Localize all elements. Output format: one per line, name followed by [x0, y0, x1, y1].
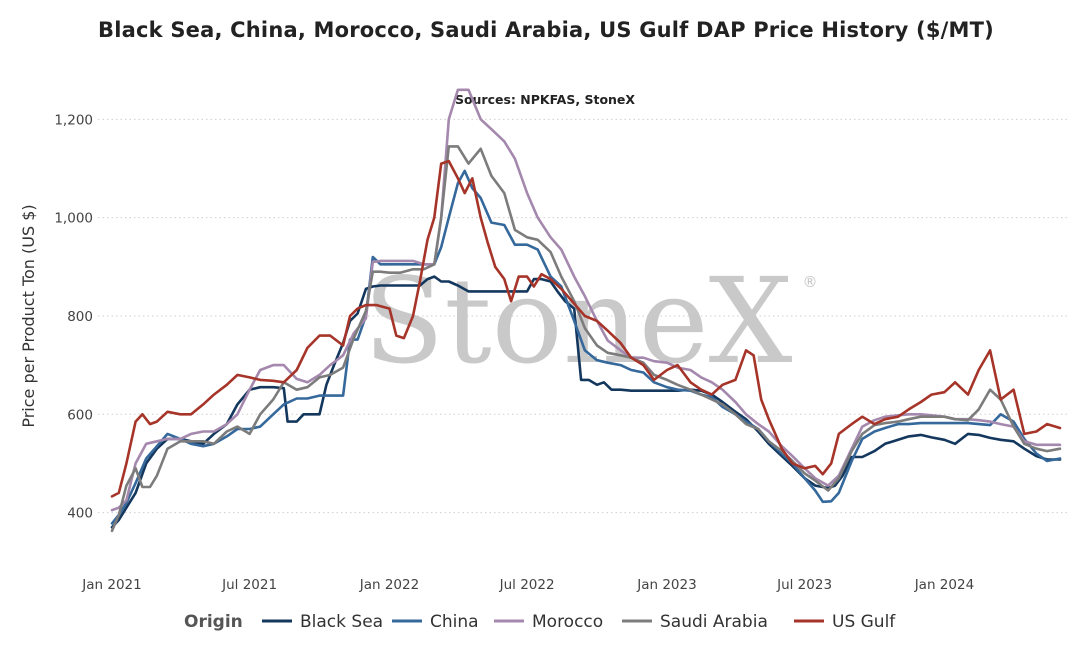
legend-label: China [430, 612, 479, 632]
x-tick-label: Jul 2022 [499, 577, 555, 593]
watermark: StoneX [363, 252, 792, 390]
watermark-registered-mark: ® [803, 273, 818, 291]
series-lines [110, 88, 1062, 533]
y-tick-label: 600 [67, 407, 93, 423]
x-axis-ticks: Jan 2021 Jul 2021 Jan 2022 Jul 2022 Jan 2023… [81, 577, 974, 593]
y-tick-label: 1,000 [54, 211, 93, 227]
x-tick-label: Jan 2024 [914, 577, 974, 593]
series-line-saudi-arabia [110, 145, 1062, 533]
legend-label: Morocco [532, 612, 603, 632]
chart-title: Black Sea, China, Morocco, Saudi Arabia,… [98, 18, 994, 42]
legend-label: Black Sea [300, 612, 383, 632]
x-tick-label: Jul 2023 [776, 577, 832, 593]
x-tick-label: Jan 2021 [81, 577, 141, 593]
series-line-china [110, 169, 1062, 525]
y-axis-ticks: 400 600 800 1,000 1,200 [54, 112, 93, 521]
y-tick-label: 400 [67, 506, 93, 522]
legend: Origin Black Sea China Morocco Saudi Arabia U… [184, 612, 896, 632]
series-line-us-gulf [110, 159, 1062, 498]
x-tick-label: Jan 2022 [359, 577, 419, 593]
y-axis-label: Price per Product Ton (US $) [19, 204, 38, 427]
series-line-morocco [110, 88, 1062, 512]
legend-label: US Gulf [832, 612, 896, 632]
legend-label: Saudi Arabia [660, 612, 768, 632]
y-tick-label: 1,200 [54, 112, 93, 128]
x-tick-label: Jan 2023 [636, 577, 696, 593]
legend-title: Origin [184, 612, 243, 632]
chart-subtitle: Sources: NPKFAS, StoneX [455, 92, 635, 107]
x-tick-label: Jul 2021 [221, 577, 277, 593]
series-line-black-sea [110, 275, 1062, 529]
y-tick-label: 800 [67, 309, 93, 325]
